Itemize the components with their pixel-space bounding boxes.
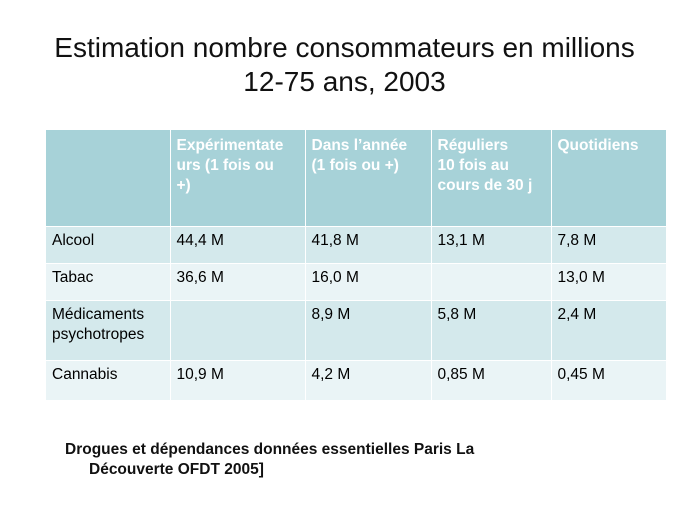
- header-cell-empty: [46, 130, 171, 226]
- table-cell: 0,45 M: [551, 359, 666, 400]
- table-cell: 8,9 M: [305, 299, 432, 360]
- table-cell: [431, 262, 552, 300]
- cell-text: 8,9 M: [311, 305, 351, 323]
- source-citation: Drogues et dépendances données essentiel…: [65, 440, 565, 480]
- row-label-cell: Tabac: [46, 262, 171, 300]
- table-row-tabac: Tabac 36,6 M 16,0 M 13,0 M: [46, 262, 666, 300]
- header-text: Expérimentate: [176, 137, 284, 154]
- cell-text: Cannabis: [52, 365, 118, 383]
- row-label-cell: Alcool: [46, 225, 171, 263]
- table-cell: 44,4 M: [170, 225, 306, 263]
- cell-text: 2,4 M: [557, 305, 597, 323]
- header-text: urs (1 fois ou: [176, 157, 274, 174]
- cell-text: 16,0 M: [311, 268, 359, 286]
- title-line-1: Estimation nombre consommateurs en milli…: [54, 32, 635, 63]
- table-cell: 2,4 M: [551, 299, 666, 360]
- table-cell: 41,8 M: [305, 225, 432, 263]
- cell-text: Médicaments: [52, 305, 145, 323]
- header-cell-experimentateurs: Expérimentate urs (1 fois ou +): [170, 130, 306, 226]
- table-cell: 0,85 M: [431, 359, 552, 400]
- source-line-1: Drogues et dépendances données essentiel…: [65, 441, 475, 458]
- cell-text: 4,2 M: [311, 365, 351, 383]
- table-row-alcool: Alcool 44,4 M 41,8 M 13,1 M 7,8 M: [46, 225, 666, 263]
- header-text: +): [176, 177, 191, 194]
- cell-text: 44,4 M: [176, 231, 224, 249]
- header-cell-dans-l-annee: Dans l’année (1 fois ou +): [305, 130, 432, 226]
- table-cell: [170, 299, 306, 360]
- header-text: cours de 30 j: [437, 177, 533, 194]
- row-label-cell: Médicaments psychotropes: [46, 299, 171, 360]
- cell-text: 41,8 M: [311, 231, 359, 249]
- source-line-2: Découverte OFDT 2005]: [89, 461, 264, 478]
- table-header-row: Expérimentate urs (1 fois ou +) Dans l’a…: [46, 130, 666, 226]
- table-cell: 4,2 M: [305, 359, 432, 400]
- cell-text: 10,9 M: [176, 365, 224, 383]
- header-text: (1 fois ou +): [311, 157, 399, 174]
- cell-text: 0,85 M: [437, 365, 485, 383]
- table-cell: 10,9 M: [170, 359, 306, 400]
- table-row-medicaments: Médicaments psychotropes 8,9 M 5,8 M 2,4…: [46, 299, 666, 360]
- table-cell: 16,0 M: [305, 262, 432, 300]
- table-row-cannabis: Cannabis 10,9 M 4,2 M 0,85 M 0,45 M: [46, 359, 666, 400]
- header-cell-reguliers: Réguliers 10 fois au cours de 30 j: [431, 130, 552, 226]
- cell-text: 13,1 M: [437, 231, 485, 249]
- cell-text: 5,8 M: [437, 305, 477, 323]
- slide-title: Estimation nombre consommateurs en milli…: [0, 31, 689, 99]
- cell-text: 0,45 M: [557, 365, 605, 383]
- header-cell-quotidiens: Quotidiens: [551, 130, 666, 226]
- header-text: 10 fois au: [437, 157, 510, 174]
- table-cell: 13,0 M: [551, 262, 666, 300]
- header-text: Dans l’année: [311, 137, 408, 154]
- header-text: Quotidiens: [557, 137, 639, 154]
- consumption-table: Expérimentate urs (1 fois ou +) Dans l’a…: [46, 130, 666, 400]
- cell-text: 13,0 M: [557, 268, 605, 286]
- cell-text: Tabac: [52, 268, 94, 286]
- table-cell: 5,8 M: [431, 299, 552, 360]
- header-text: Réguliers: [437, 137, 509, 154]
- cell-text: Alcool: [52, 231, 95, 249]
- title-line-2: 12-75 ans, 2003: [243, 66, 446, 97]
- cell-text: 7,8 M: [557, 231, 597, 249]
- table-cell: 13,1 M: [431, 225, 552, 263]
- table-cell: 36,6 M: [170, 262, 306, 300]
- table-cell: 7,8 M: [551, 225, 666, 263]
- cell-text: psychotropes: [52, 325, 145, 343]
- cell-text: 36,6 M: [176, 268, 224, 286]
- row-label-cell: Cannabis: [46, 359, 171, 400]
